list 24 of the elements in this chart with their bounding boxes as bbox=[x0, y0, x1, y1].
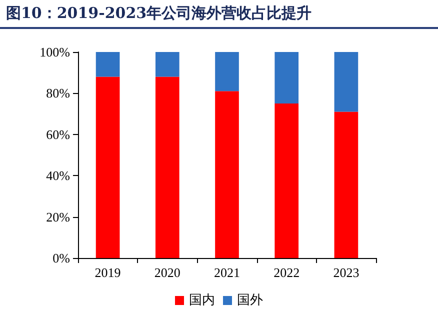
y-tick-label: 60% bbox=[46, 126, 70, 142]
y-tick-label: 40% bbox=[46, 168, 70, 184]
x-tick-label: 2022 bbox=[274, 265, 300, 280]
y-tick-label: 0% bbox=[52, 250, 70, 266]
y-tick-label: 80% bbox=[46, 86, 70, 101]
y-tick-label: 20% bbox=[46, 209, 70, 224]
bar bbox=[334, 52, 358, 112]
bar bbox=[274, 52, 299, 104]
bar bbox=[215, 52, 239, 92]
bar bbox=[155, 76, 180, 258]
bar bbox=[215, 91, 239, 258]
bar bbox=[155, 52, 180, 77]
bar bbox=[334, 112, 358, 258]
legend-label: 国内 bbox=[189, 293, 215, 308]
bar bbox=[96, 52, 120, 77]
legend-label: 国外 bbox=[237, 293, 263, 308]
x-tick-label: 2023 bbox=[333, 265, 360, 280]
chart-title: 图10：2019-2023年公司海外营收占比提升 bbox=[6, 4, 312, 23]
x-tick-label: 2021 bbox=[214, 265, 240, 280]
bar bbox=[274, 104, 299, 258]
bar bbox=[96, 76, 120, 258]
y-tick-label: 100% bbox=[40, 44, 70, 60]
x-tick-label: 2019 bbox=[94, 265, 121, 280]
x-tick-label: 2020 bbox=[154, 265, 180, 280]
